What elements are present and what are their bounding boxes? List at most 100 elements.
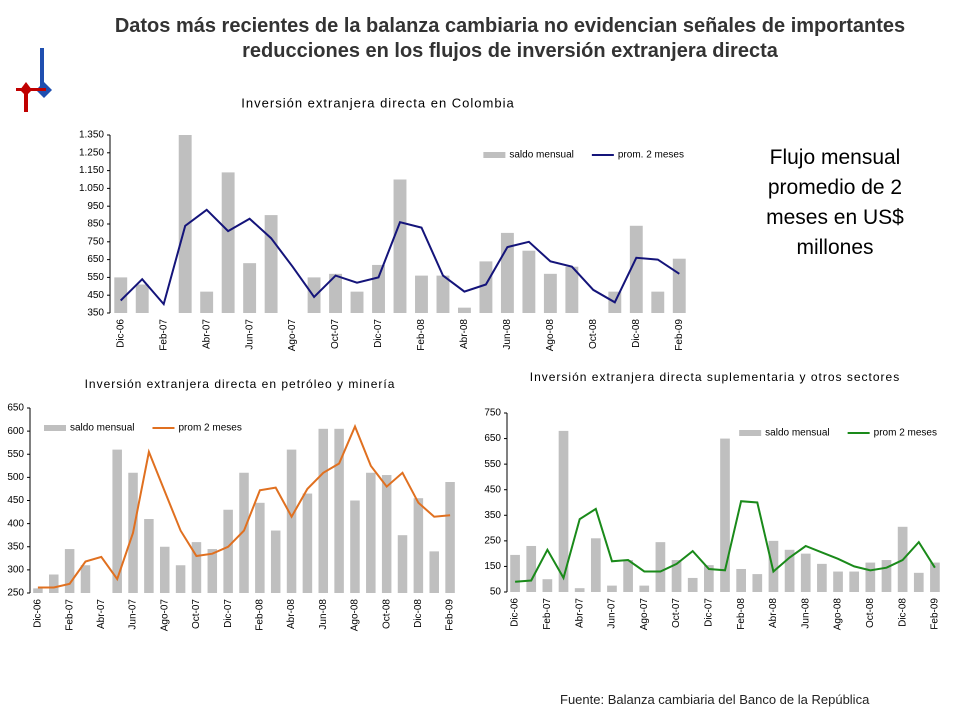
- x-tick-label: Ago-07: [287, 319, 298, 352]
- bar: [849, 571, 860, 592]
- x-tick-label: Oct-07: [330, 319, 341, 349]
- chart-title: Inversión extranjera directa suplementar…: [530, 370, 900, 384]
- bar: [429, 551, 439, 593]
- legend-label: saldo mensual: [765, 428, 829, 439]
- x-tick-label: Ago-08: [350, 599, 361, 632]
- y-tick-label: 750: [87, 236, 104, 247]
- bar: [736, 568, 746, 592]
- x-tick-label: Abr-07: [201, 319, 212, 349]
- bar: [479, 261, 493, 313]
- bar: [817, 563, 827, 592]
- y-tick-label: 350: [87, 308, 104, 319]
- bar: [413, 498, 424, 593]
- bar: [372, 264, 385, 313]
- y-tick-label: 450: [484, 484, 501, 495]
- y-tick-label: 450: [87, 290, 104, 301]
- bar: [159, 546, 170, 593]
- legend: saldo mensual prom. 2 meses: [483, 150, 684, 161]
- bar: [590, 538, 601, 592]
- y-tick-label: 950: [87, 201, 104, 212]
- legend-swatch: [739, 430, 762, 436]
- bar: [270, 530, 281, 593]
- bar: [543, 273, 557, 313]
- bar: [558, 430, 569, 592]
- bar: [200, 291, 214, 313]
- bar: [500, 232, 514, 313]
- bar: [393, 179, 407, 313]
- bar: [334, 428, 344, 593]
- bar: [329, 273, 342, 313]
- bar: [114, 277, 128, 313]
- bar: [112, 449, 122, 593]
- x-tick-label: Dic-08: [413, 599, 424, 628]
- bar: [49, 574, 59, 593]
- y-tick-label: 500: [7, 472, 24, 483]
- y-tick-label: 850: [87, 219, 104, 230]
- x-tick-label: Oct-08: [865, 598, 876, 628]
- bar: [445, 482, 455, 593]
- x-tick-label: Abr-07: [96, 599, 107, 629]
- x-tick-label: Ago-08: [833, 598, 844, 631]
- bar: [913, 572, 924, 592]
- slide-title: Datos más recientes de la balanza cambia…: [114, 15, 906, 62]
- x-tick-label: Jun-07: [128, 599, 139, 630]
- bar: [655, 542, 666, 592]
- bar: [80, 565, 91, 593]
- x-tick-label: Dic-07: [373, 319, 384, 348]
- bar: [178, 135, 192, 313]
- bar: [651, 291, 665, 313]
- legend-swatch: [44, 425, 66, 431]
- bar: [318, 428, 329, 593]
- bar: [833, 571, 843, 592]
- legend-label: prom 2 meses: [178, 423, 241, 434]
- x-tick-label: Oct-07: [191, 599, 202, 629]
- x-tick-label: Feb-07: [64, 599, 75, 631]
- y-tick-label: 400: [7, 518, 24, 529]
- bar: [639, 585, 650, 592]
- bar: [144, 519, 154, 593]
- chart-title: Inversión extranjera directa en petróleo…: [85, 377, 396, 391]
- bar: [33, 588, 43, 593]
- bar: [307, 277, 321, 313]
- y-tick-label: 150: [484, 561, 501, 572]
- bar: [350, 500, 360, 593]
- bar: [881, 560, 892, 592]
- bar: [64, 549, 75, 593]
- line: [515, 500, 936, 583]
- x-tick-label: Dic-08: [631, 319, 642, 348]
- x-tick-label: Ago-08: [545, 319, 556, 352]
- x-tick-label: Dic-06: [115, 319, 126, 348]
- x-tick-label: Oct-07: [671, 598, 682, 628]
- y-tick-label: 650: [87, 254, 104, 265]
- x-tick-label: Jun-08: [800, 598, 811, 629]
- x-tick-label: Feb-09: [674, 319, 685, 351]
- bar: [704, 565, 714, 592]
- legend-label: saldo mensual: [509, 150, 573, 161]
- bar: [687, 577, 698, 592]
- bar: [574, 588, 585, 592]
- y-tick-label: 650: [484, 433, 501, 444]
- x-tick-label: Feb-08: [736, 598, 747, 630]
- x-tick-label: Feb-09: [445, 599, 456, 631]
- bar: [223, 509, 233, 593]
- bar: [175, 565, 186, 593]
- bar: [458, 307, 471, 313]
- x-tick-label: Jun-08: [318, 599, 329, 630]
- y-tick-label: 1.050: [79, 183, 104, 194]
- x-tick-label: Abr-08: [286, 599, 297, 629]
- bar: [607, 585, 617, 592]
- legend: saldo mensual prom 2 meses: [44, 423, 242, 434]
- x-tick-label: Dic-07: [703, 598, 714, 627]
- bar: [207, 549, 218, 593]
- bar: [436, 275, 450, 313]
- bar: [522, 250, 536, 313]
- bar: [800, 553, 811, 592]
- x-tick-label: Dic-06: [33, 599, 44, 628]
- legend-label: prom. 2 meses: [618, 150, 684, 161]
- legend-label: saldo mensual: [70, 423, 134, 434]
- bar: [671, 560, 682, 592]
- line: [37, 423, 451, 589]
- x-tick-label: Jun-07: [607, 598, 618, 629]
